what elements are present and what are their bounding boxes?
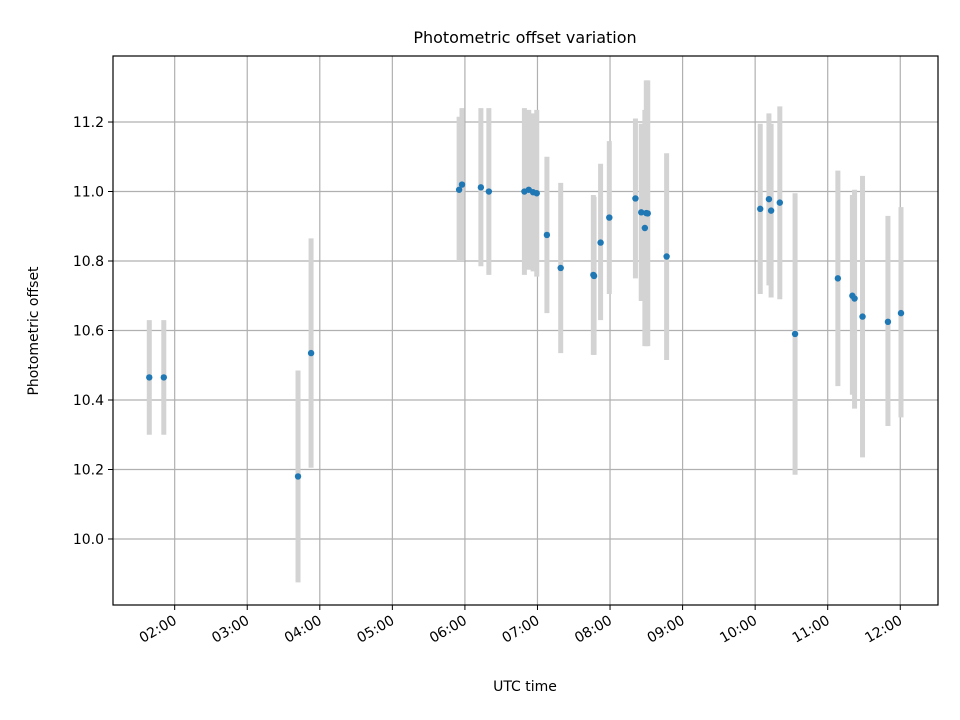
x-tick-label: 10:00 — [717, 613, 760, 647]
data-point — [632, 195, 639, 202]
data-point — [859, 313, 866, 320]
data-point — [160, 374, 167, 381]
data-point — [791, 330, 799, 338]
y-tick-label: 11.2 — [73, 115, 104, 131]
data-point — [767, 207, 775, 214]
y-axis-label: Photometric offset — [26, 266, 42, 396]
y-tick-label: 10.6 — [73, 324, 104, 340]
y-tick-label: 10.4 — [73, 393, 104, 409]
data-point — [477, 184, 485, 191]
data-point — [146, 374, 153, 381]
data-point — [884, 318, 892, 326]
y-tick-label: 10.0 — [73, 532, 104, 548]
data-point — [851, 295, 858, 302]
data-point — [897, 309, 905, 317]
data-point — [757, 205, 764, 213]
data-point — [455, 186, 463, 193]
x-tick-label: 03:00 — [209, 613, 252, 647]
chart-title: Photometric offset variation — [413, 28, 636, 47]
data-point — [458, 181, 466, 188]
y-tick-label: 10.8 — [73, 254, 104, 270]
data-point — [597, 239, 604, 246]
x-tick-label: 04:00 — [282, 613, 325, 647]
data-point — [606, 214, 613, 221]
data-point — [533, 190, 540, 197]
data-point — [294, 473, 302, 480]
data-point — [638, 209, 645, 216]
x-tick-label: 07:00 — [500, 613, 543, 647]
x-tick-label: 09:00 — [645, 613, 688, 647]
data-point — [834, 275, 842, 282]
x-tick-label: 11:00 — [790, 613, 833, 647]
x-tick-label: 12:00 — [862, 613, 905, 647]
data-point — [543, 231, 551, 239]
data-point — [557, 264, 564, 272]
data-point — [776, 199, 784, 206]
y-tick-label: 11.0 — [73, 185, 104, 201]
y-tick-label: 10.2 — [73, 462, 104, 478]
point-layer — [146, 181, 905, 480]
errorbar-layer — [146, 80, 904, 583]
x-tick-label: 06:00 — [427, 613, 470, 647]
data-point — [485, 188, 493, 195]
data-point — [307, 349, 315, 357]
data-point — [590, 272, 598, 280]
x-tick-label: 05:00 — [354, 613, 397, 647]
data-point — [663, 253, 670, 260]
data-point — [641, 224, 649, 232]
data-point — [644, 210, 651, 217]
x-tick-label: 02:00 — [137, 613, 180, 647]
data-point — [765, 195, 773, 203]
x-axis-label: UTC time — [493, 679, 557, 695]
x-tick-label: 08:00 — [572, 613, 615, 647]
